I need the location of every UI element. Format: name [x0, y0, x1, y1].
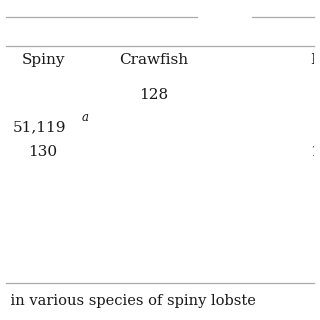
Text: 51,119: 51,119	[12, 121, 66, 135]
Text: Crawfish: Crawfish	[119, 53, 188, 67]
Text: t in various species of spiny lobste: t in various species of spiny lobste	[0, 294, 256, 308]
Text: 130: 130	[28, 145, 57, 159]
Text: E: E	[310, 53, 320, 67]
Text: a: a	[82, 111, 89, 124]
Text: Spiny: Spiny	[21, 53, 65, 67]
Text: 128: 128	[139, 89, 168, 102]
Text: 1: 1	[310, 145, 320, 159]
